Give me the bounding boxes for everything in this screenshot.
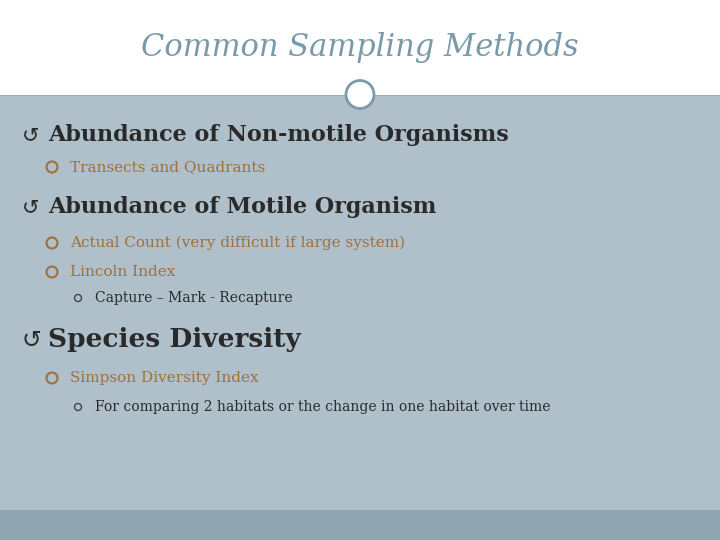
Text: ↺: ↺ [22, 328, 42, 352]
Text: Transects and Quadrants: Transects and Quadrants [70, 160, 265, 174]
Text: ↺: ↺ [22, 125, 40, 145]
Text: Actual Count (very difficult if large system): Actual Count (very difficult if large sy… [70, 236, 405, 250]
Text: Simpson Diversity Index: Simpson Diversity Index [70, 371, 258, 385]
Text: ↺: ↺ [22, 197, 40, 217]
Text: Lincoln Index: Lincoln Index [70, 265, 176, 279]
Text: Common Sampling Methods: Common Sampling Methods [141, 32, 579, 63]
Text: Abundance of Non-motile Organisms: Abundance of Non-motile Organisms [48, 124, 509, 146]
Text: Capture – Mark - Recapture: Capture – Mark - Recapture [95, 291, 292, 305]
Circle shape [346, 80, 374, 109]
Bar [0, 94, 720, 510]
Text: Species Diversity: Species Diversity [48, 327, 301, 353]
Text: For comparing 2 habitats or the change in one habitat over time: For comparing 2 habitats or the change i… [95, 400, 551, 414]
Bar [0, 0, 720, 94]
Text: Abundance of Motile Organism: Abundance of Motile Organism [48, 196, 436, 218]
Bar [0, 510, 720, 540]
